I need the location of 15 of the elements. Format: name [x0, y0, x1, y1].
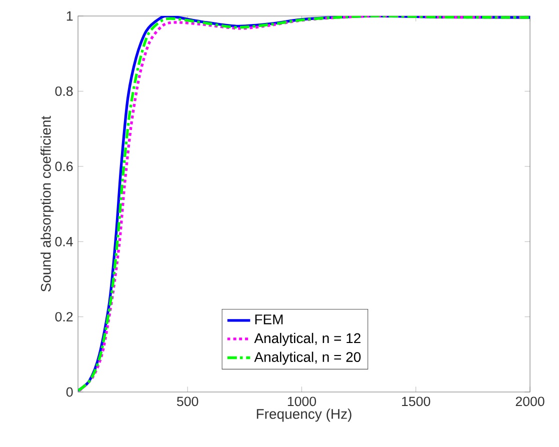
y-tick-label: 1 — [66, 11, 73, 21]
y-tick-label: 0.6 — [55, 162, 73, 172]
x-axis-title: Frequency (Hz) — [256, 408, 352, 422]
y-axis-title: Sound absorption coefficient — [40, 116, 54, 292]
y-tick-label: 0 — [66, 387, 73, 397]
legend-label: Analytical, n = 20 — [254, 352, 361, 365]
y-tick-label: 0.8 — [55, 86, 73, 96]
x-tick-label: 1000 — [288, 396, 316, 406]
x-tick-label: 2000 — [516, 396, 544, 406]
legend-label: FEM — [255, 314, 283, 324]
y-tick-label: 0.2 — [55, 312, 73, 322]
y-tick-label: 0.4 — [55, 236, 73, 246]
legend-label: Analytical, n = 12 — [254, 332, 360, 346]
x-tick-label: 1500 — [402, 396, 430, 406]
x-tick-label: 500 — [177, 396, 198, 406]
